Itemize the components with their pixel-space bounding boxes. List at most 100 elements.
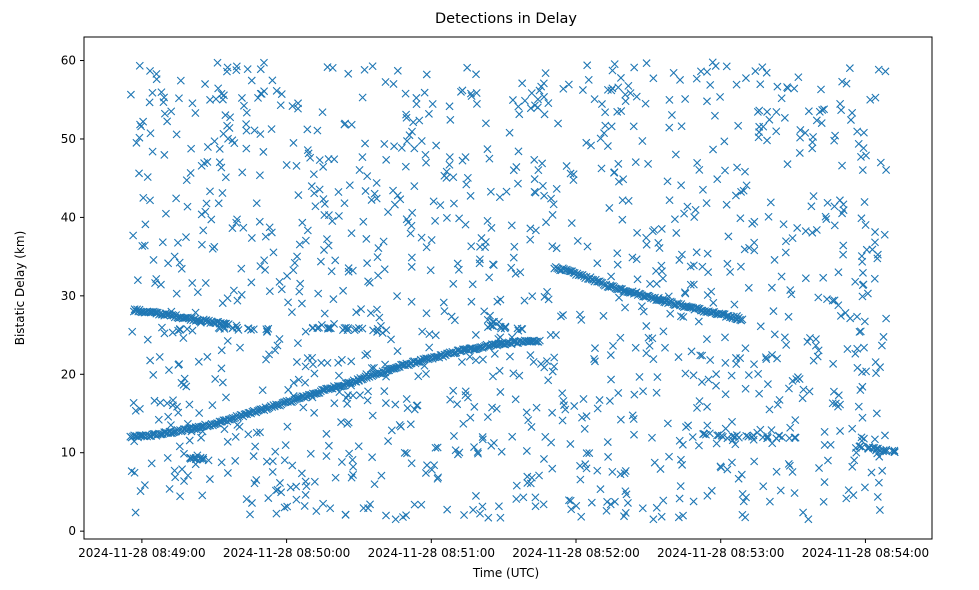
noise-point: [704, 268, 713, 277]
noise-point: [593, 404, 602, 413]
noise-point: [424, 109, 433, 118]
noise-point: [139, 193, 148, 202]
data-point: [518, 325, 527, 334]
data-point: [264, 324, 273, 333]
noise-point: [552, 244, 561, 253]
noise-point: [544, 99, 553, 108]
data-point: [864, 444, 873, 453]
noise-point: [526, 224, 535, 233]
noise-point: [631, 158, 640, 167]
noise-point: [745, 243, 754, 252]
noise-point: [476, 242, 485, 251]
noise-point: [407, 262, 416, 271]
noise-point: [354, 376, 363, 385]
noise-point: [384, 208, 393, 216]
noise-point: [873, 492, 882, 501]
noise-point: [607, 375, 616, 384]
noise-point: [614, 177, 623, 186]
data-point: [449, 349, 458, 358]
noise-point: [518, 79, 527, 88]
noise-point: [171, 473, 180, 482]
noise-point: [497, 447, 506, 456]
noise-point: [301, 327, 310, 336]
noise-point: [422, 70, 431, 79]
noise-point: [779, 220, 788, 229]
noise-point: [244, 430, 253, 439]
noise-point: [510, 242, 519, 251]
x-axis-label: Time (UTC): [472, 566, 539, 580]
noise-point: [431, 216, 440, 225]
data-point: [738, 315, 747, 324]
data-point: [718, 309, 727, 318]
noise-point: [548, 408, 557, 417]
noise-point: [666, 309, 675, 318]
noise-point: [712, 381, 721, 390]
noise-point: [451, 446, 460, 455]
noise-point: [689, 371, 698, 380]
noise-point: [379, 237, 388, 246]
noise-point: [829, 387, 838, 396]
noise-point: [786, 423, 795, 432]
noise-point: [401, 162, 410, 171]
noise-point: [486, 311, 495, 320]
data-points: [126, 58, 899, 524]
noise-point: [540, 110, 549, 119]
noise-point: [319, 162, 328, 171]
noise-point: [567, 505, 576, 514]
noise-point: [473, 448, 482, 456]
noise-point: [191, 308, 200, 317]
noise-point: [680, 209, 689, 218]
noise-point: [307, 182, 316, 191]
noise-point: [233, 296, 242, 305]
noise-point: [187, 427, 196, 436]
noise-point: [698, 185, 707, 194]
noise-point: [174, 94, 183, 103]
noise-point: [784, 312, 793, 321]
noise-point: [308, 353, 317, 362]
noise-point: [851, 349, 860, 358]
noise-point: [363, 396, 372, 405]
noise-point: [139, 117, 148, 126]
noise-point: [381, 78, 390, 86]
noise-point: [443, 505, 452, 514]
noise-point: [323, 63, 332, 72]
noise-point: [243, 65, 252, 74]
noise-point: [667, 111, 676, 120]
noise-point: [647, 433, 656, 442]
noise-point: [630, 430, 638, 439]
noise-point: [475, 259, 484, 268]
noise-point: [773, 400, 782, 409]
noise-point: [208, 244, 217, 253]
noise-point: [467, 242, 476, 251]
noise-point: [738, 489, 747, 498]
noise-point: [538, 181, 547, 190]
noise-point: [548, 210, 557, 219]
noise-point: [657, 224, 666, 233]
noise-point: [763, 107, 772, 116]
noise-point: [721, 333, 729, 342]
noise-point: [540, 292, 549, 301]
noise-point: [463, 393, 472, 402]
noise-point: [390, 142, 399, 151]
noise-point: [488, 318, 497, 327]
noise-point: [839, 241, 848, 250]
noise-point: [242, 108, 251, 117]
noise-point: [129, 231, 138, 240]
noise-point: [496, 295, 505, 304]
noise-point: [880, 230, 889, 239]
noise-point: [410, 182, 419, 191]
noise-point: [618, 196, 627, 205]
noise-point: [876, 158, 885, 167]
noise-point: [407, 253, 416, 262]
noise-point: [176, 492, 185, 501]
noise-point: [740, 245, 749, 254]
noise-point: [674, 353, 683, 362]
noise-point: [846, 314, 855, 323]
noise-point: [860, 317, 869, 326]
noise-point: [710, 111, 719, 120]
noise-point: [765, 497, 774, 506]
noise-point: [512, 495, 521, 503]
noise-point: [126, 90, 135, 99]
noise-point: [403, 404, 412, 413]
noise-point: [363, 259, 372, 268]
